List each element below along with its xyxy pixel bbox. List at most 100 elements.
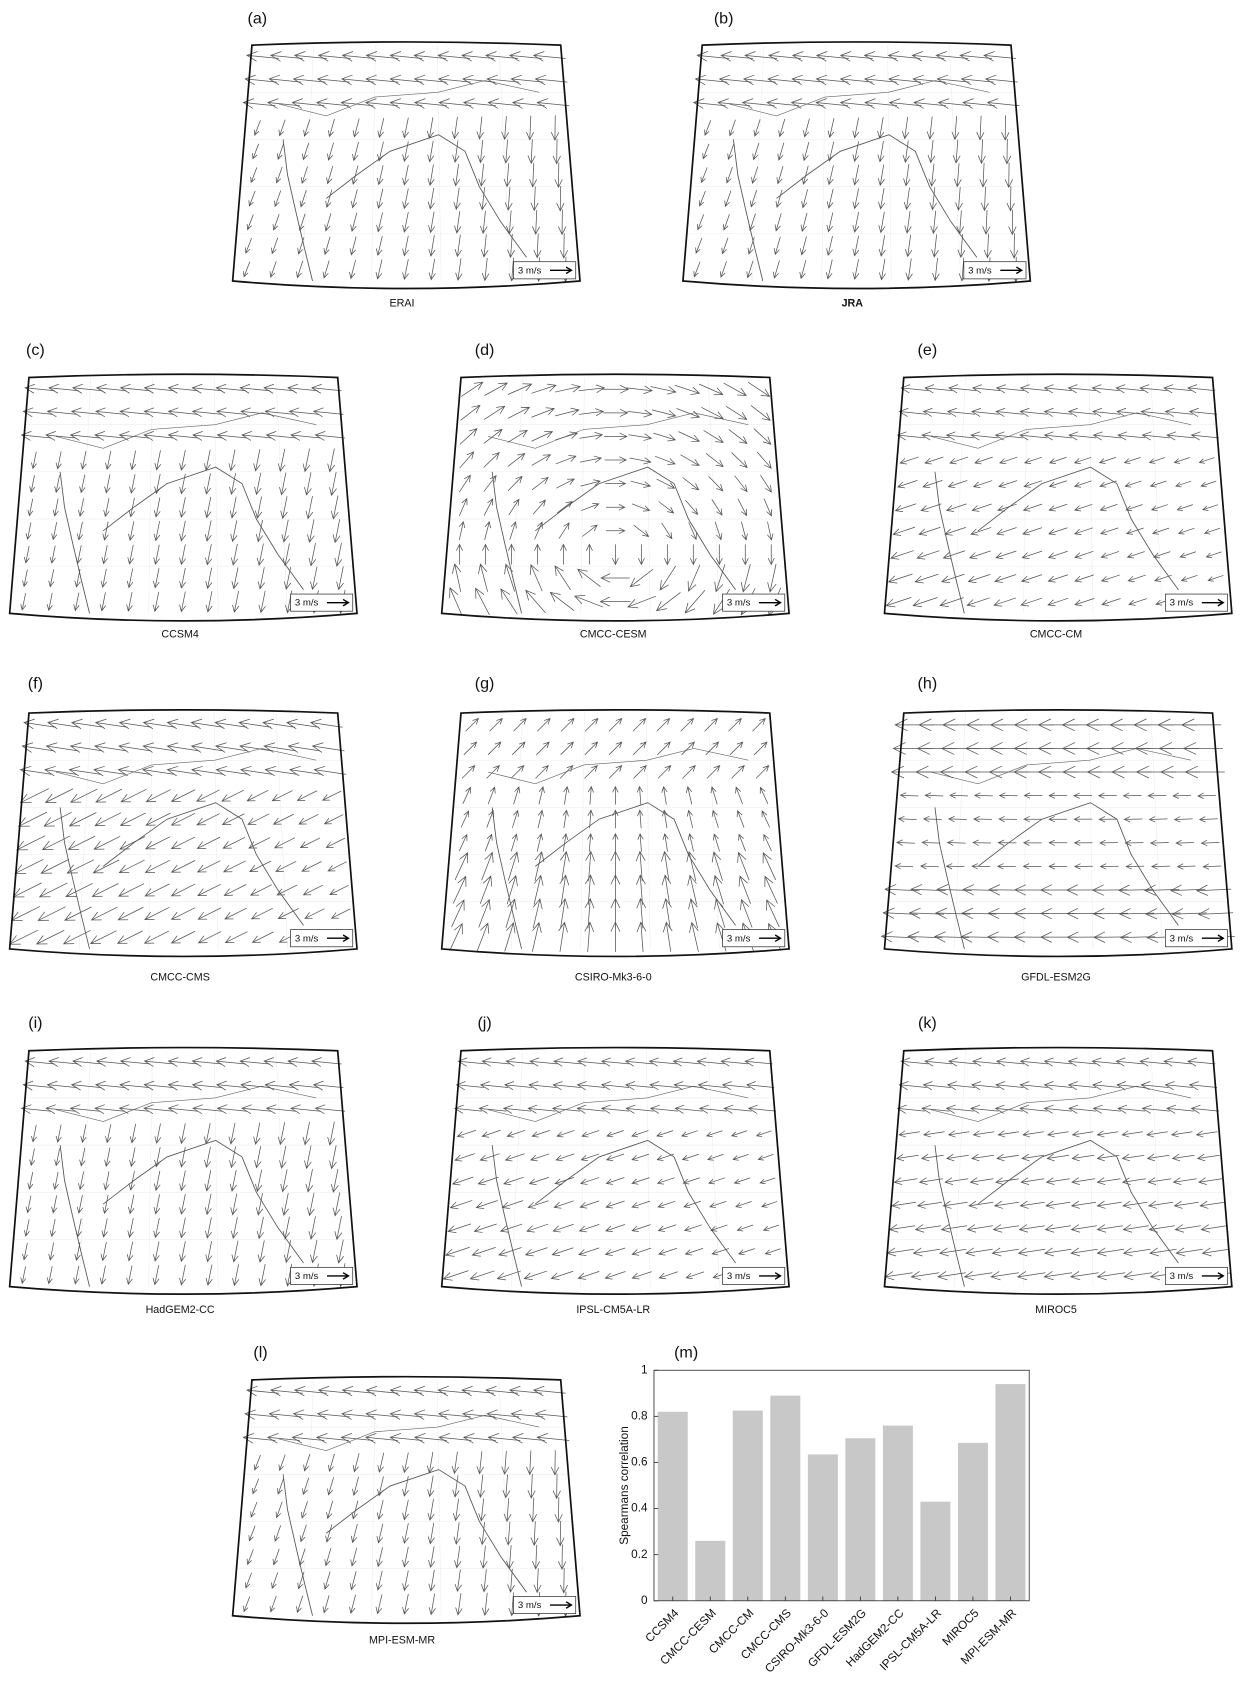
wind-arrow <box>627 410 651 417</box>
wind-arrow <box>415 1410 447 1420</box>
wind-arrow <box>865 51 897 61</box>
wind-arrow <box>226 932 248 943</box>
wind-arrow <box>71 789 98 802</box>
wind-arrow <box>292 99 324 109</box>
bar <box>995 1384 1025 1601</box>
wind-arrow <box>675 1105 702 1113</box>
wind-arrow <box>1124 1248 1151 1256</box>
wind-arrow <box>343 1386 375 1396</box>
wind-arrow <box>501 1224 523 1232</box>
wind-arrow <box>95 1105 125 1114</box>
wind-arrow <box>81 1124 86 1142</box>
wind-arrow <box>978 139 985 163</box>
wind-arrow <box>1117 408 1144 416</box>
wind-arrow <box>922 1154 944 1161</box>
wind-arrow <box>414 51 446 61</box>
scale-label: 3 m/s <box>968 265 992 276</box>
wind-arrow <box>609 766 622 779</box>
wind-arrow <box>586 544 592 564</box>
wind-arrow <box>71 431 101 440</box>
wind-arrow <box>269 75 301 85</box>
wind-arrow <box>153 592 159 611</box>
wind-arrow <box>144 719 176 729</box>
wind-arrow <box>96 719 128 729</box>
bar <box>733 1411 763 1601</box>
wind-arrow <box>337 1240 344 1263</box>
wind-arrow <box>144 431 174 440</box>
coastline <box>492 1140 735 1286</box>
wind-arrow <box>983 210 990 234</box>
wind-arrow <box>454 1522 461 1544</box>
wind-arrow <box>561 718 574 731</box>
wind-arrow <box>1151 481 1167 487</box>
graticule <box>708 713 720 949</box>
wind-arrow <box>452 1452 459 1474</box>
wind-arrow <box>41 859 69 873</box>
wind-arrow <box>1068 385 1095 393</box>
border-line <box>931 413 1191 448</box>
wind-arrow <box>996 408 1023 416</box>
wind-arrow <box>890 99 922 109</box>
wind-arrow <box>327 143 333 160</box>
panel-label: (l) <box>253 1343 267 1361</box>
border-line <box>279 1415 539 1450</box>
wind-arrow <box>230 497 236 518</box>
wind-arrow <box>271 51 303 61</box>
wind-arrow <box>480 187 487 209</box>
wind-arrow <box>992 1248 1019 1256</box>
wind-arrow <box>77 1195 82 1213</box>
wind-arrow <box>499 1248 522 1257</box>
wind-arrow <box>403 1500 409 1520</box>
wind-arrow <box>309 1216 316 1239</box>
wind-arrow <box>451 900 464 927</box>
wind-arrow <box>53 499 58 516</box>
wind-arrow <box>276 1502 282 1518</box>
wind-arrow <box>532 210 539 234</box>
wind-arrow <box>1150 457 1166 463</box>
wind-arrow <box>254 1455 260 1470</box>
wind-arrow <box>767 900 780 927</box>
wind-arrow <box>510 51 542 61</box>
wind-arrow <box>247 790 268 801</box>
wind-arrow <box>898 480 918 487</box>
panel-label: (e) <box>918 341 938 359</box>
wind-arrow <box>948 408 975 416</box>
wind-arrow <box>532 1130 550 1137</box>
wind-arrow <box>555 1497 563 1522</box>
wind-arrow <box>464 742 477 755</box>
wind-arrow <box>24 546 29 563</box>
wind-arrow <box>915 574 938 583</box>
wind-arrow <box>258 1240 265 1262</box>
wind-arrow <box>712 1248 729 1254</box>
wind-arrow <box>585 718 598 731</box>
wind-arrow <box>650 1081 677 1089</box>
wind-arrow <box>325 213 331 230</box>
wind-arrow <box>557 502 572 513</box>
wind-arrow <box>1206 552 1221 558</box>
wind-arrow <box>47 1266 52 1283</box>
wind-arrow <box>1174 457 1189 463</box>
wind-arrow <box>461 811 469 827</box>
wind-arrow <box>314 1081 344 1090</box>
wind-arrow <box>699 191 705 206</box>
wind-arrow <box>724 383 747 395</box>
wind-arrow <box>768 75 800 85</box>
y-tick-label: 0.4 <box>631 1502 648 1515</box>
wind-arrow <box>696 238 702 253</box>
wind-arrow <box>247 215 253 230</box>
wind-arrow <box>215 719 247 729</box>
wind-arrow <box>923 480 942 487</box>
wind-arrow <box>104 498 110 516</box>
wind-arrow <box>482 258 489 280</box>
wind-arrow <box>704 430 724 442</box>
wind-arrow <box>602 1081 629 1089</box>
wind-arrow <box>1021 1178 1044 1185</box>
y-tick-label: 0.2 <box>631 1548 647 1561</box>
wind-arrow <box>459 835 467 851</box>
wind-arrow <box>1075 840 1093 845</box>
wind-arrow <box>578 1271 599 1279</box>
wind-arrow <box>274 1525 280 1541</box>
wind-arrow <box>259 591 266 613</box>
wind-arrow <box>49 1243 54 1260</box>
wind-arrow <box>973 1058 1000 1066</box>
